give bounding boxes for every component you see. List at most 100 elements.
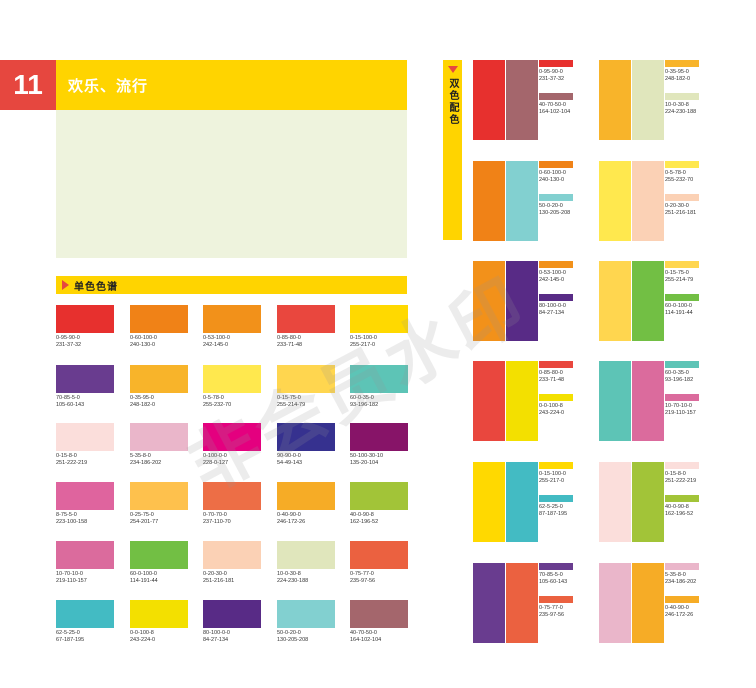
swatch-color-block (130, 482, 188, 510)
swatch-rgb-label: 114-191-44 (130, 578, 158, 584)
pair-chip-b (665, 495, 699, 502)
pair-label-b: 60-0-100-0 114-191-44 (665, 303, 693, 317)
pair-color-a (473, 60, 505, 140)
color-pair: 0-15-100-0 255-217-0 62-5-25-0 87-187-195 (473, 462, 601, 542)
pair-label-b: 10-0-30-8 224-230-188 (665, 102, 696, 116)
swatch-cmyk-label: 0-15-100-0 (350, 335, 377, 341)
swatch-color-block (203, 541, 261, 569)
pair-rgb-label-b: 114-191-44 (665, 310, 693, 316)
swatch-rgb-label: 224-230-188 (277, 578, 309, 584)
pair-color-a (599, 462, 631, 542)
swatch-color-block (56, 541, 114, 569)
swatch-cmyk-label: 70-85-5-0 (56, 395, 80, 401)
color-pair: 0-5-78-0 255-232-70 0-20-30-0 251-216-181 (599, 161, 727, 241)
pair-color-b (506, 261, 538, 341)
pair-rgb-label-a: 105-60-143 (539, 579, 568, 585)
pair-chip-a (539, 60, 573, 67)
pair-cmyk-label-a: 0-53-100-0 (539, 270, 566, 276)
swatch-cmyk-label: 50-0-20-0 (277, 630, 301, 636)
triangle-marker-icon (447, 66, 458, 73)
swatch-cmyk-label: 0-85-80-0 (277, 335, 301, 341)
swatch-rgb-label: 248-182-0 (130, 402, 156, 408)
pair-color-a (473, 261, 505, 341)
pair-color-b (632, 261, 664, 341)
swatch-color-block (130, 541, 188, 569)
swatch-color-block (203, 600, 261, 628)
pair-cmyk-label-b: 0-0-100-8 (539, 403, 563, 409)
swatch-cmyk-label: 0-95-90-0 (56, 335, 80, 341)
pair-chip-b (539, 394, 573, 401)
swatch-cmyk-label: 0-53-100-0 (203, 335, 230, 341)
swatch-cmyk-label: 10-70-10-0 (56, 571, 83, 577)
pair-chip-a (539, 462, 573, 469)
color-swatch: 0-100-0-0 228-0-127 (203, 423, 261, 467)
swatch-rgb-label: 130-205-208 (277, 637, 309, 643)
pair-cmyk-label-a: 0-15-8-0 (665, 471, 686, 477)
pair-cmyk-label-b: 62-5-25-0 (539, 504, 563, 510)
swatch-rgb-label: 162-196-52 (350, 519, 379, 525)
swatch-color-block (56, 482, 114, 510)
pair-color-b (506, 361, 538, 441)
pair-color-a (599, 60, 631, 140)
pair-label-b: 80-100-0-0 84-27-134 (539, 303, 566, 317)
color-pair: 70-85-5-0 105-60-143 0-75-77-0 235-97-56 (473, 563, 601, 643)
swatch-cmyk-label: 50-100-30-10 (350, 453, 384, 459)
pair-rgb-label-a: 240-130-0 (539, 177, 565, 183)
pair-cmyk-label-b: 50-0-20-0 (539, 203, 563, 209)
pair-chip-b (665, 194, 699, 201)
swatch-color-block (350, 305, 408, 333)
pair-label-a: 5-35-8-0 234-186-202 (665, 572, 696, 586)
pair-label-a: 0-15-8-0 251-222-219 (665, 471, 696, 485)
pair-cmyk-label-b: 0-20-30-0 (665, 203, 689, 209)
swatch-cmyk-label: 10-0-30-8 (277, 571, 301, 577)
color-swatch: 0-5-78-0 255-232-70 (203, 365, 261, 409)
pair-color-b (506, 563, 538, 643)
swatch-rgb-label: 243-224-0 (130, 637, 156, 643)
pair-rgb-label-b: 243-224-0 (539, 410, 565, 416)
swatch-rgb-label: 54-49-143 (277, 460, 303, 466)
swatch-color-block (203, 482, 261, 510)
pair-label-a: 0-85-80-0 233-71-48 (539, 370, 564, 384)
pair-color-b (506, 462, 538, 542)
color-swatch: 70-85-5-0 105-60-143 (56, 365, 114, 409)
swatch-cmyk-label: 40-70-50-0 (350, 630, 377, 636)
pair-color-a (599, 161, 631, 241)
color-swatch: 50-0-20-0 130-205-208 (277, 600, 335, 644)
swatch-rgb-label: 164-102-104 (350, 637, 382, 643)
color-swatch: 0-35-95-0 248-182-0 (130, 365, 188, 409)
pair-rgb-label-b: 162-196-52 (665, 511, 694, 517)
swatch-cmyk-label: 0-15-75-0 (277, 395, 301, 401)
swatch-cmyk-label: 62-5-25-0 (56, 630, 80, 636)
pair-cmyk-label-b: 10-70-10-0 (665, 403, 692, 409)
pair-cmyk-label-a: 5-35-8-0 (665, 572, 686, 578)
swatch-rgb-label: 231-37-32 (56, 342, 82, 348)
color-swatch: 60-0-35-0 93-196-182 (350, 365, 408, 409)
pair-label-a: 0-15-75-0 255-214-79 (665, 270, 693, 284)
color-swatch: 90-90-0-0 54-49-143 (277, 423, 335, 467)
pair-chip-a (539, 161, 573, 168)
pair-chip-a (665, 261, 699, 268)
swatch-rgb-label: 255-217-0 (350, 342, 376, 348)
pair-rgb-label-b: 246-172-26 (665, 612, 694, 618)
swatch-color-block (350, 541, 408, 569)
pair-label-a: 60-0-35-0 93-196-182 (665, 370, 693, 384)
swatch-color-block (56, 423, 114, 451)
pair-rgb-label-b: 164-102-104 (539, 109, 571, 115)
pair-cmyk-label-a: 0-35-95-0 (665, 69, 689, 75)
swatch-color-block (277, 482, 335, 510)
pair-label-b: 0-0-100-8 243-224-0 (539, 403, 564, 417)
swatch-color-block (130, 305, 188, 333)
pair-color-b (632, 161, 664, 241)
pair-chip-a (665, 462, 699, 469)
pair-rgb-label-b: 87-187-195 (539, 511, 568, 517)
pair-rgb-label-a: 255-232-70 (665, 177, 694, 183)
pair-cmyk-label-b: 0-40-90-0 (665, 605, 689, 611)
swatch-rgb-label: 67-187-195 (56, 637, 85, 643)
pair-cmyk-label-b: 80-100-0-0 (539, 303, 566, 309)
pair-color-b (632, 361, 664, 441)
pair-color-b (632, 60, 664, 140)
swatch-cmyk-label: 40-0-90-8 (350, 512, 374, 518)
pair-color-a (599, 361, 631, 441)
swatch-color-block (203, 305, 261, 333)
pair-label-b: 40-0-90-8 162-196-52 (665, 504, 693, 518)
